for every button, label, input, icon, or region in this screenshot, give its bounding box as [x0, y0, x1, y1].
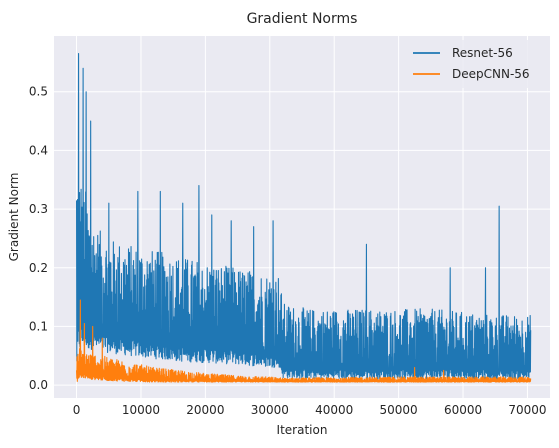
y-axis-label: Gradient Norm — [7, 173, 21, 262]
x-tick-label: 60000 — [444, 403, 482, 417]
tick-labels: 0 10000 20000 30000 40000 50000 60000 70000 0.0 0… — [29, 85, 547, 417]
series-line-resnet — [76, 53, 532, 380]
legend: Resnet-56 DeepCNN-56 — [404, 40, 544, 88]
x-tick-label: 40000 — [315, 403, 353, 417]
x-tick-label: 0 — [73, 403, 81, 417]
x-tick-label: 20000 — [186, 403, 224, 417]
legend-label-deepcnn: DeepCNN-56 — [452, 67, 530, 81]
chart-title: Gradient Norms — [247, 11, 358, 27]
series-layer — [76, 53, 532, 383]
y-tick-label: 0.2 — [29, 261, 48, 275]
x-axis-label: Iteration — [277, 423, 328, 437]
x-tick-label: 30000 — [251, 403, 289, 417]
y-tick-label: 0.4 — [29, 143, 48, 157]
y-tick-label: 0.5 — [29, 85, 48, 99]
legend-label-resnet: Resnet-56 — [452, 46, 513, 60]
y-tick-label: 0.0 — [29, 378, 48, 392]
x-tick-label: 70000 — [508, 403, 546, 417]
series-line-deepcnn — [76, 299, 532, 383]
y-tick-label: 0.1 — [29, 319, 48, 333]
legend-box — [404, 40, 544, 88]
x-tick-label: 50000 — [380, 403, 418, 417]
x-tick-label: 10000 — [122, 403, 160, 417]
y-tick-label: 0.3 — [29, 202, 48, 216]
